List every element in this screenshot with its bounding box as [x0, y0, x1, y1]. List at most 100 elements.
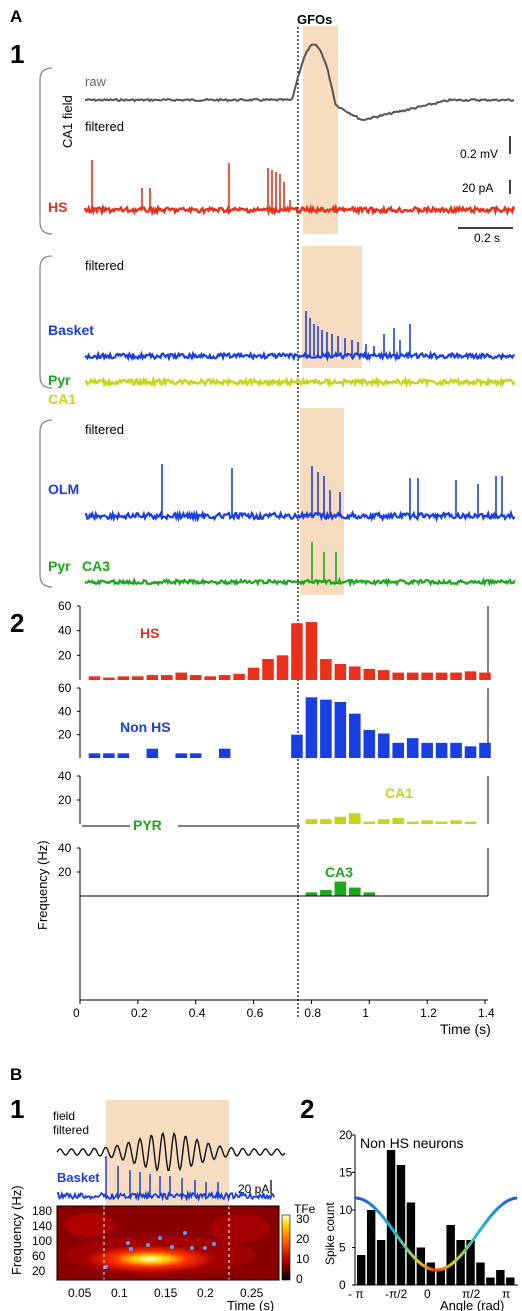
heatmap-spike-marker [126, 1241, 130, 1245]
scalebar-time-label: 0.2 s [474, 231, 500, 245]
b2-bar [396, 1165, 406, 1285]
b2-bar [436, 1270, 445, 1285]
bar [103, 753, 115, 758]
x-tick-label: 0.2 [131, 1006, 148, 1020]
bar [189, 675, 202, 680]
b1-scalebar-label: 20 pA [238, 1182, 269, 1196]
bar [320, 890, 332, 896]
bar [320, 699, 332, 758]
bar [406, 821, 419, 824]
bar [334, 816, 347, 824]
nonhs-histogram: 20 40 60 Non HS [58, 681, 491, 758]
heatmap-x-tick: 0.2 [197, 1286, 214, 1300]
x-tick-label: 0 [73, 1006, 80, 1020]
b2-bar [366, 1210, 376, 1285]
heatmap-x-tick: 0.15 [154, 1286, 178, 1300]
bar [349, 713, 361, 758]
bar [464, 821, 477, 824]
y-axis-label: Frequency (Hz) [35, 840, 50, 930]
bar [247, 667, 260, 680]
panel-label-b: B [10, 1065, 22, 1084]
filtered-label-2: filtered [85, 258, 124, 273]
olm-trace-label: OLM [48, 481, 79, 497]
bar [204, 676, 216, 680]
b1-field-label-2: filtered [53, 1123, 89, 1137]
heatmap-blob [65, 1213, 115, 1237]
panel-label-a1: 1 [10, 39, 24, 69]
colorbar [281, 1214, 291, 1281]
b2-title: Non HS neurons [360, 1135, 464, 1151]
bracket-2 [39, 255, 53, 389]
bar [392, 672, 404, 680]
pyr-ca1-label-2: CA1 [48, 391, 76, 407]
bar [161, 675, 173, 680]
b1-field-trace [56, 1131, 286, 1173]
filtered-label-1: filtered [85, 119, 124, 134]
hs-histogram: 20 40 60 HS [58, 599, 491, 680]
bar [392, 742, 404, 758]
bar [233, 673, 245, 680]
b2-x-label: Angle (rad) [440, 1298, 504, 1311]
b2-bar [496, 1270, 505, 1285]
series-label: HS [140, 625, 159, 641]
bar [218, 675, 231, 680]
bar [218, 748, 231, 758]
bar [363, 821, 376, 824]
heatmap-spike-marker [170, 1245, 174, 1249]
bar [305, 697, 318, 758]
hs-trace-label: HS [48, 199, 67, 215]
b2-bar [426, 1262, 435, 1285]
heatmap-y-label: Frequency (Hz) [9, 1185, 24, 1275]
colorbar-title: TFe [294, 1202, 316, 1216]
bar [276, 655, 289, 680]
b2-y-tick-label: 10 [339, 1203, 353, 1217]
gfo-shade-1 [303, 26, 338, 234]
bar [334, 702, 347, 758]
heatmap-spike-marker [104, 1265, 108, 1269]
pyr-ca3-trace [84, 576, 516, 588]
pyr-ca1-trace [84, 374, 516, 389]
x-tick-label: 0.4 [189, 1006, 206, 1020]
b2-y-tick-label: 5 [339, 1241, 346, 1255]
b2-bar [386, 1150, 396, 1285]
heatmap-spike-marker [146, 1243, 150, 1247]
y-tick-label: 60 [58, 681, 72, 695]
b2-cosine-fit [354, 1196, 518, 1272]
pyr-ca1-histogram: 20 40 CA1 [58, 769, 489, 824]
bar [175, 672, 188, 680]
series-label: Non HS [120, 719, 171, 735]
bar [146, 675, 159, 680]
bar [117, 753, 130, 758]
bar [435, 742, 448, 758]
b2-bar [456, 1240, 465, 1285]
bar [435, 672, 448, 680]
x-tick-label: 1 [362, 1006, 369, 1020]
bar [88, 676, 101, 680]
colorbar-tick: 0 [296, 1272, 303, 1286]
pyr-ca3-histogram: 20 40 CA3 [58, 841, 489, 896]
y-tick-label: 40 [58, 624, 72, 638]
bar [479, 672, 491, 680]
y-tick-label: 40 [58, 769, 72, 783]
y-tick-label: 20 [58, 865, 72, 879]
filtered-label-3: filtered [85, 422, 124, 437]
bar [421, 820, 433, 824]
panel-label-a: A [10, 7, 22, 26]
bar [132, 676, 144, 680]
b2-x-tick-label: π/2 [462, 1287, 481, 1301]
y-tick-label: 20 [58, 793, 72, 807]
b2-y-tick-label: 20 [339, 1128, 353, 1142]
heatmap-spike-marker [129, 1247, 133, 1251]
bar [88, 753, 101, 758]
bar [363, 668, 376, 680]
bar [421, 742, 433, 758]
bar [363, 730, 376, 758]
bar [363, 892, 376, 896]
b2-bar [416, 1247, 426, 1285]
b2-x-tick-label: -π/2 [385, 1287, 408, 1301]
panel-label-a2: 2 [10, 608, 24, 638]
series-label: CA3 [325, 864, 353, 880]
colorbar-tick: 20 [296, 1232, 310, 1246]
y-tick-label: 60 [58, 599, 72, 613]
